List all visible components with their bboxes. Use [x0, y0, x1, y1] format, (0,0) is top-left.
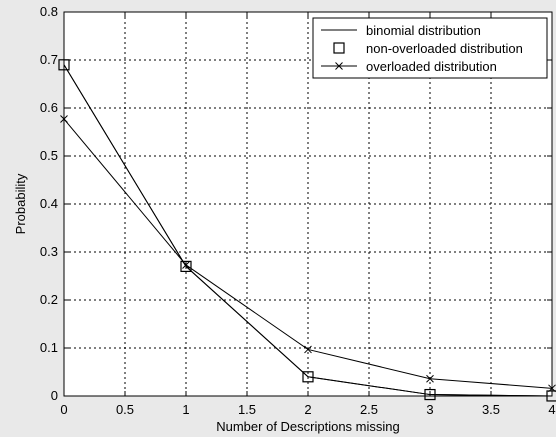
x-marker: [304, 345, 312, 354]
legend-box: [312, 17, 548, 79]
legend-item: binomial distribution: [321, 23, 481, 38]
y-tick-label: 0.4: [40, 196, 58, 211]
legend-item: non-overloaded distribution: [333, 41, 523, 56]
x-tick-label: 0.5: [116, 402, 134, 417]
square-marker: [180, 260, 192, 272]
x-tick-label: 1: [182, 402, 189, 417]
x-tick-label: 3.5: [482, 402, 500, 417]
y-tick-label: 0.8: [40, 4, 58, 19]
legend-label: non-overloaded distribution: [366, 41, 523, 56]
legend-label: overloaded distribution: [366, 59, 497, 74]
y-tick-label: 0.5: [40, 148, 58, 163]
square-marker: [333, 42, 345, 54]
grid-lines: [64, 12, 552, 396]
x-marker: [182, 261, 190, 269]
y-tick-label: 0.3: [40, 244, 58, 259]
y-axis-ticks: 0 0.1 0.2 0.3 0.4 0.5 0.6 0.7 0.8: [40, 4, 552, 403]
x-tick-label: 2: [304, 402, 311, 417]
y-tick-label: 0: [51, 388, 58, 403]
x-tick-label: 1.5: [238, 402, 256, 417]
series-line: [63, 64, 553, 397]
x-axis-ticks: 0 0.5 1 1.5 2 2.5 3 3.5 4: [60, 12, 556, 417]
x-marker: [426, 374, 434, 383]
y-tick-label: 0.7: [40, 52, 58, 67]
square-marker: [424, 388, 436, 401]
x-tick-label: 4: [548, 402, 555, 417]
legend: binomial distribution non-overloaded dist…: [312, 17, 548, 79]
series-layer: [58, 59, 556, 402]
y-axis-label: Probability: [13, 173, 28, 234]
legend-label: binomial distribution: [366, 23, 481, 38]
y-tick-label: 0.1: [40, 340, 58, 355]
x-axis-label: Number of Descriptions missing: [216, 419, 400, 434]
x-tick-label: 3: [426, 402, 433, 417]
x-tick-label: 2.5: [360, 402, 378, 417]
x-tick-label: 0: [60, 402, 67, 417]
x-marker: [335, 62, 343, 70]
y-tick-label: 0.2: [40, 292, 58, 307]
y-tick-label: 0.6: [40, 100, 58, 115]
square-marker: [302, 371, 314, 383]
legend-item: overloaded distribution: [321, 59, 497, 74]
